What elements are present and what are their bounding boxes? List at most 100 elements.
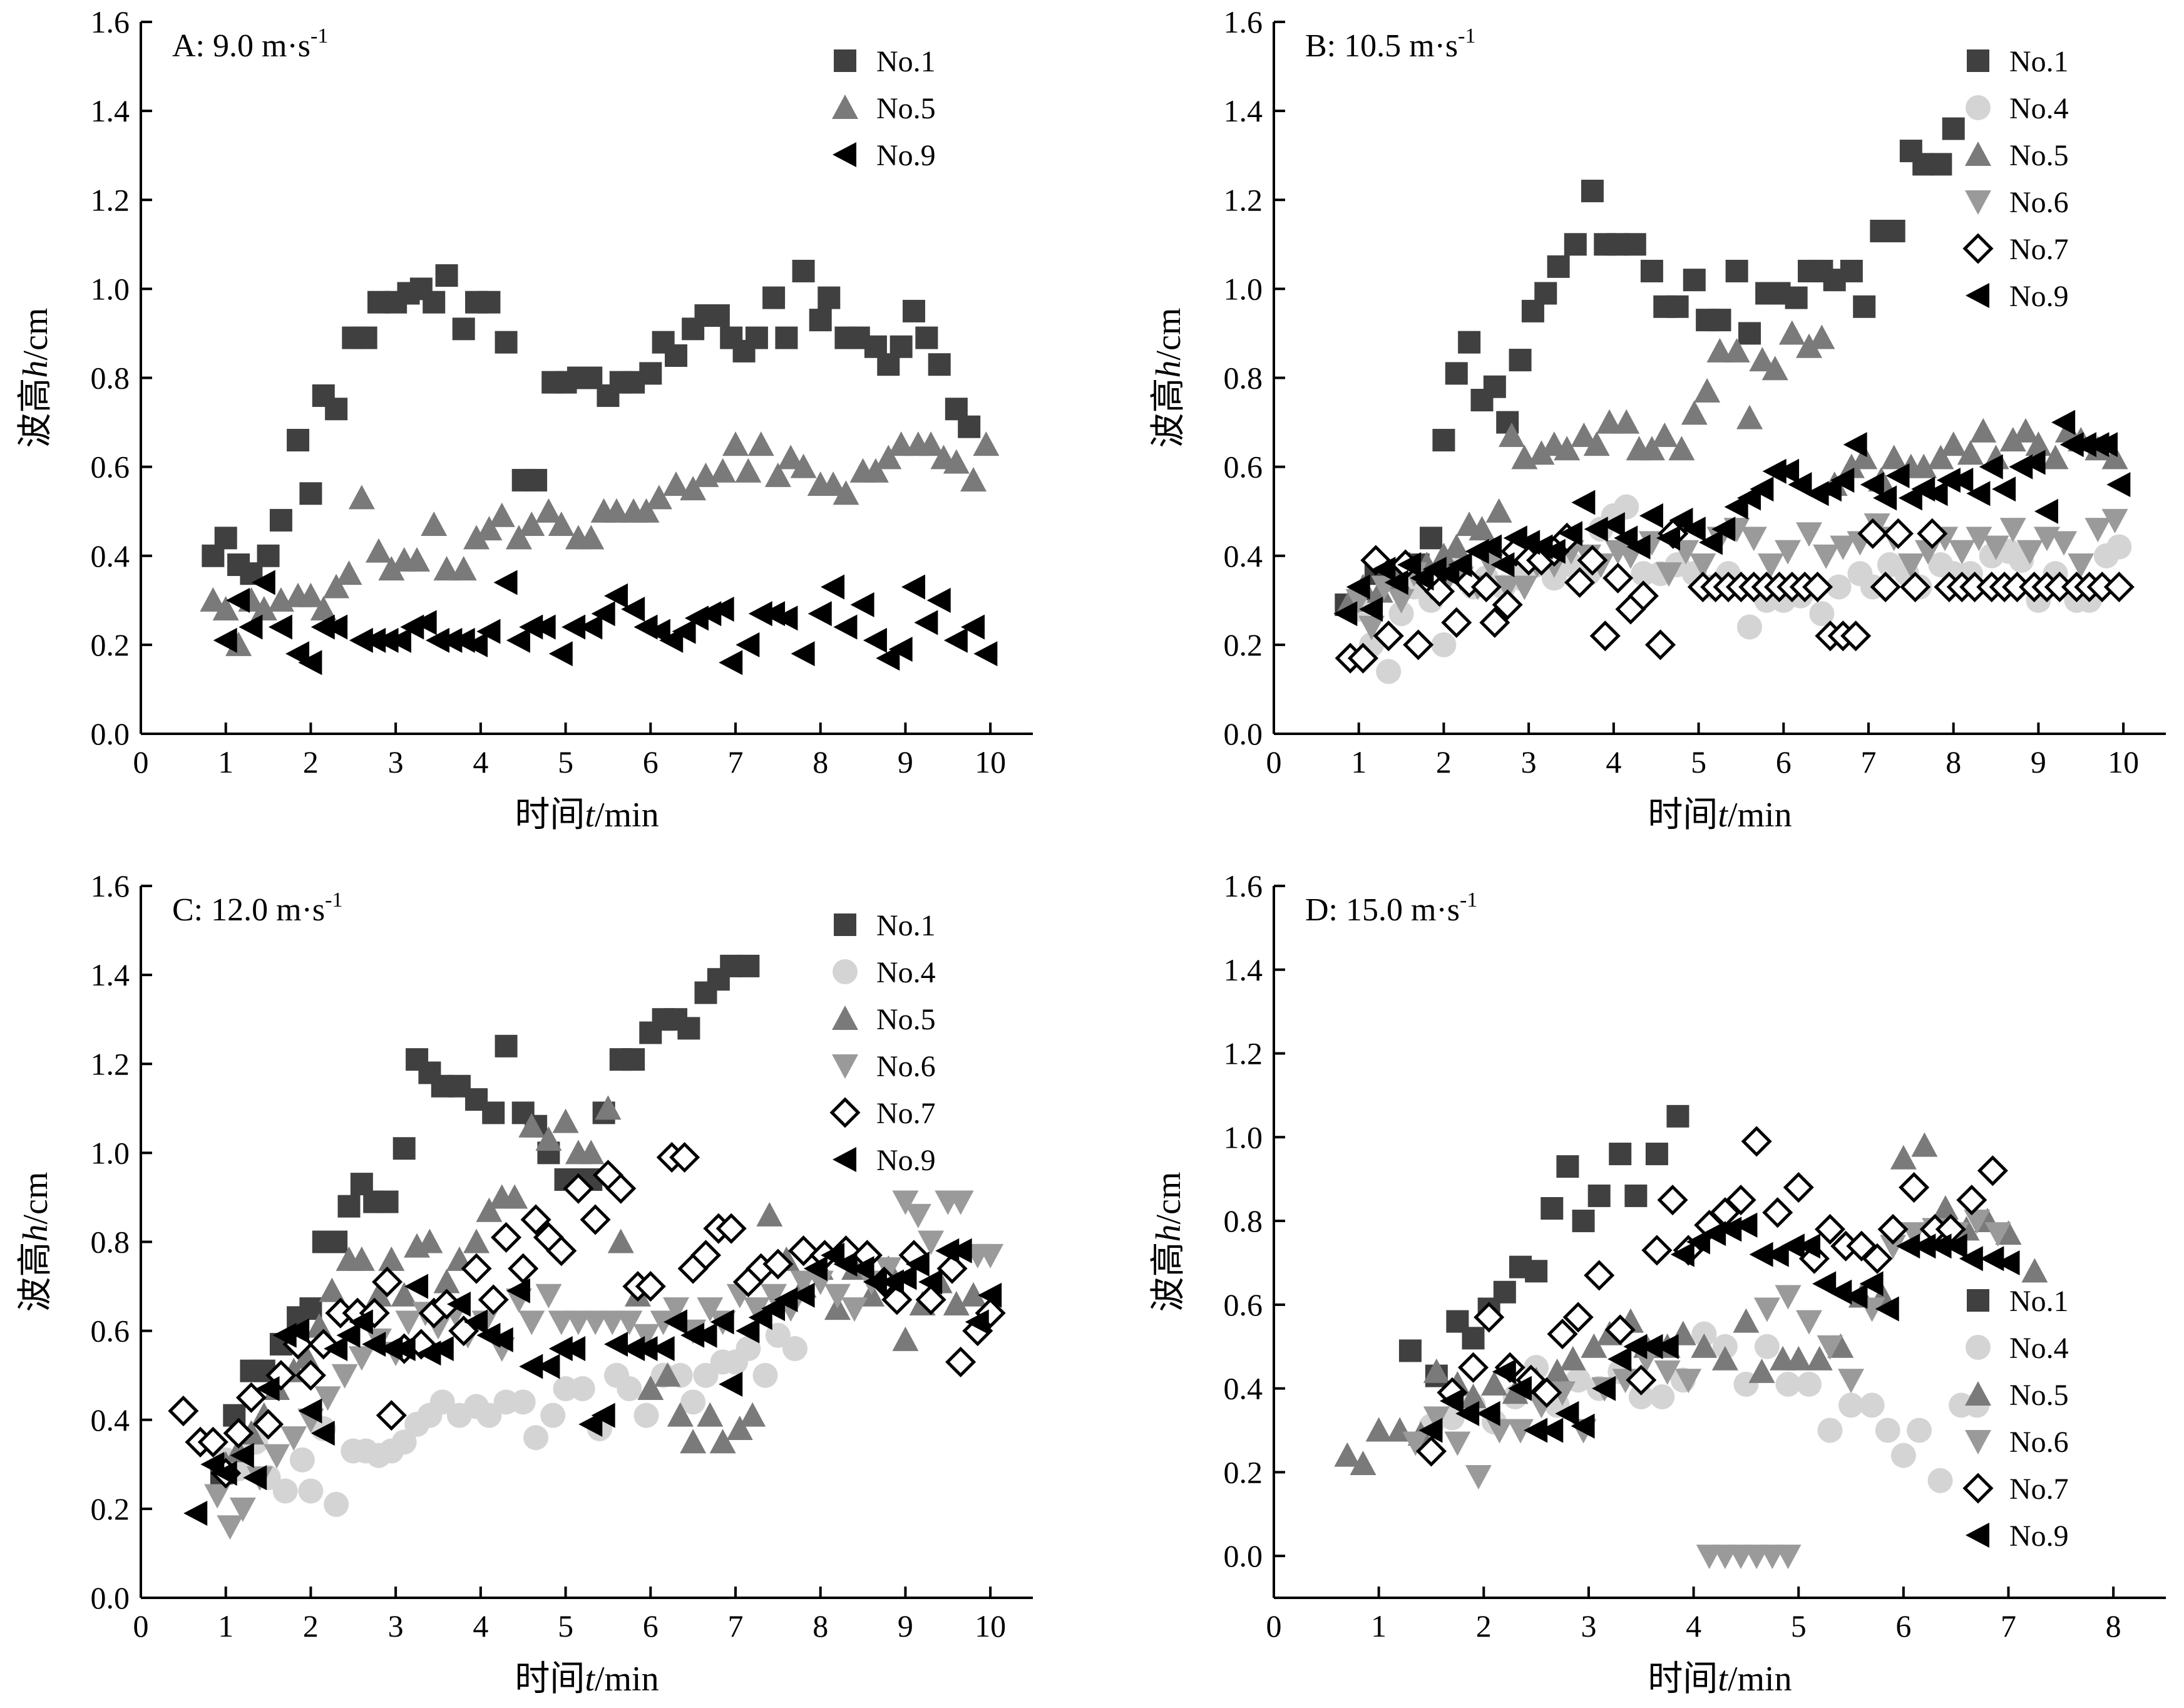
x-tick-label: 5 <box>1691 744 1706 779</box>
data-point <box>735 458 762 483</box>
data-point <box>605 1173 637 1204</box>
data-point <box>892 1190 919 1215</box>
data-point <box>404 1273 429 1299</box>
data-point <box>905 1252 930 1277</box>
data-point <box>1638 436 1665 461</box>
data-point <box>1547 255 1570 278</box>
y-tick-label: 1.2 <box>91 182 130 217</box>
legend-marker <box>1965 1430 1991 1454</box>
data-point <box>622 1048 645 1071</box>
legend-marker <box>833 142 856 167</box>
data-point <box>324 1491 349 1517</box>
data-point <box>1853 295 1876 318</box>
data-point <box>1783 1172 1814 1203</box>
data-point <box>463 525 490 550</box>
data-point <box>2009 454 2033 480</box>
legend-marker <box>832 1054 858 1079</box>
data-point <box>230 1443 254 1468</box>
data-point <box>777 445 804 470</box>
data-point <box>762 286 786 309</box>
y-tick-label: 0.4 <box>1224 538 1263 574</box>
x-tick-label: 1 <box>218 744 233 779</box>
data-point <box>1555 1401 1579 1426</box>
data-point <box>978 1282 1002 1308</box>
data-point <box>1736 404 1763 430</box>
data-point <box>756 1201 783 1227</box>
data-point <box>1423 1406 1450 1431</box>
data-point <box>820 471 847 496</box>
data-point <box>863 627 887 653</box>
data-point <box>914 610 938 635</box>
data-point <box>2084 518 2111 543</box>
y-tick-label: 0.2 <box>1224 1454 1263 1489</box>
data-point <box>336 1322 361 1348</box>
data-point <box>525 468 548 491</box>
series-no9 <box>183 1238 1002 1526</box>
data-point <box>928 353 951 376</box>
data-point <box>1999 518 2026 543</box>
data-point <box>1544 1358 1571 1383</box>
x-tick-label: 7 <box>728 744 744 779</box>
data-point <box>1798 1243 1830 1274</box>
data-point <box>168 1396 199 1427</box>
data-point <box>1718 1217 1742 1242</box>
data-point <box>1531 1377 1562 1408</box>
data-point <box>1796 1310 1822 1335</box>
x-tick-label: 9 <box>898 744 913 779</box>
x-tick-label: 5 <box>558 744 573 779</box>
data-point <box>1623 1334 1648 1359</box>
data-point <box>1388 601 1414 627</box>
y-tick-label: 0.8 <box>91 1225 130 1260</box>
data-point <box>476 1402 502 1428</box>
data-point <box>677 1017 700 1040</box>
data-point <box>310 614 335 640</box>
data-point <box>960 466 987 491</box>
data-point <box>1494 575 1521 600</box>
x-tick-label: 4 <box>473 1608 488 1644</box>
data-point <box>633 1324 660 1349</box>
data-point <box>298 650 322 676</box>
data-point <box>488 502 515 527</box>
y-tick-label: 0.2 <box>91 627 130 662</box>
data-point <box>476 516 503 541</box>
data-point <box>1524 1417 1548 1443</box>
data-point <box>1817 1417 1843 1443</box>
data-point <box>535 1284 562 1309</box>
x-tick-label: 8 <box>813 744 828 779</box>
data-point <box>213 627 237 653</box>
data-point <box>663 1297 689 1322</box>
data-point <box>1882 219 1905 242</box>
data-point <box>1640 259 1663 282</box>
y-tick-label: 1.4 <box>91 957 130 992</box>
data-point <box>943 1290 970 1315</box>
data-point <box>1797 1233 1820 1259</box>
data-point <box>1785 1345 1812 1371</box>
data-point <box>1686 1229 1710 1255</box>
data-point <box>663 471 689 496</box>
data-point <box>1333 601 1358 627</box>
y-tick-label: 0.8 <box>91 361 130 396</box>
data-point <box>889 335 913 358</box>
data-point <box>1423 1358 1450 1383</box>
data-point <box>1765 1242 1789 1267</box>
data-point <box>903 299 925 322</box>
data-point <box>621 1336 645 1362</box>
data-point <box>603 498 630 523</box>
data-point <box>1992 476 2016 502</box>
data-point <box>1359 597 1383 622</box>
y-tick-label: 0.2 <box>1224 627 1263 662</box>
legend-marker <box>832 1006 858 1030</box>
data-point <box>1403 629 1434 661</box>
data-point <box>2068 553 2094 578</box>
data-point <box>578 614 603 640</box>
series-no5 <box>200 431 1000 656</box>
data-point <box>665 344 687 367</box>
data-point <box>709 1429 736 1454</box>
data-point <box>223 1417 254 1449</box>
data-point <box>255 1376 280 1402</box>
data-point <box>1775 1285 1802 1310</box>
y-axis-title: 波高h/cm <box>16 1172 55 1312</box>
data-point <box>1534 282 1557 305</box>
data-point <box>1725 1185 1756 1216</box>
data-point <box>1628 580 1659 612</box>
